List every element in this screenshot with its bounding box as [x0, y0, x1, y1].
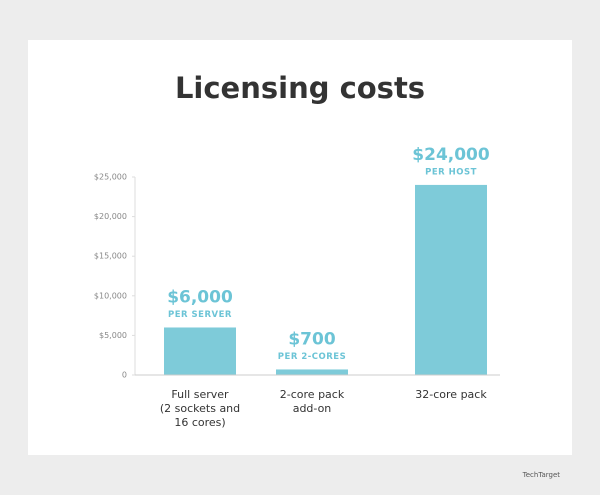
logo: TechTarget: [522, 471, 561, 479]
y-tick-label: $5,000: [99, 331, 127, 340]
y-tick-label: 0: [122, 371, 127, 380]
x-tick-label: (2 sockets and: [160, 402, 240, 415]
bar: [164, 327, 236, 375]
y-tick-label: $15,000: [94, 252, 127, 261]
y-tick-label: $25,000: [94, 173, 127, 182]
value-label: $6,000: [167, 287, 233, 307]
bar: [276, 369, 348, 375]
value-label: $700: [288, 329, 335, 349]
x-tick-label: 2-core pack: [280, 388, 345, 401]
value-sublabel: PER HOST: [425, 167, 477, 177]
bar: [415, 184, 487, 375]
x-tick-label: 32-core pack: [415, 388, 487, 401]
x-tick-label: add-on: [293, 402, 332, 415]
y-tick-label: $10,000: [94, 291, 127, 300]
x-tick-label: 16 cores): [174, 416, 225, 429]
value-sublabel: PER 2-CORES: [278, 352, 346, 362]
value-sublabel: PER SERVER: [168, 310, 232, 320]
x-tick-label: Full server: [171, 388, 229, 401]
value-label: $24,000: [412, 145, 490, 165]
y-tick-label: $20,000: [94, 212, 127, 221]
chart-title: Licensing costs: [175, 71, 425, 105]
